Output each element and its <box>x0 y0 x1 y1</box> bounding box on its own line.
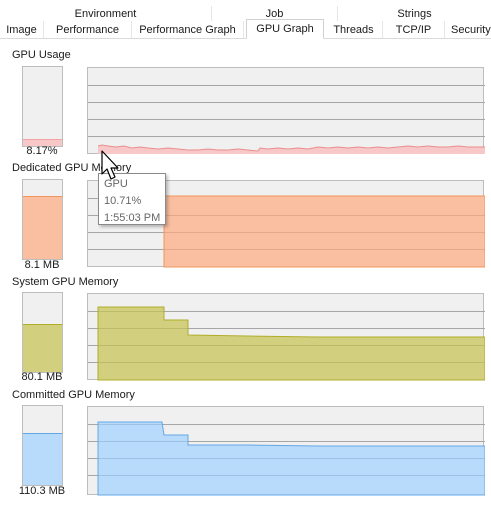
committed-memory-graph-svg <box>88 421 485 496</box>
system-memory-label: System GPU Memory <box>12 276 119 288</box>
tab-row-top: Environment Job Strings <box>0 6 491 21</box>
system-memory-area <box>97 306 485 381</box>
dedicated-memory-gauge <box>22 179 63 260</box>
committed-memory-gauge <box>22 405 63 486</box>
gpu-usage-label: GPU Usage <box>12 49 71 61</box>
gpu-usage-graph <box>87 67 485 154</box>
dedicated-memory-graph-svg <box>88 195 485 268</box>
gpu-usage-gridlines <box>88 85 485 137</box>
dedicated-memory-area <box>163 195 485 268</box>
tab-row-bottom: Image Performance Performance Graph GPU … <box>0 19 491 39</box>
tooltip-time: 1:55:03 PM <box>104 212 161 224</box>
tab-image[interactable]: Image <box>0 21 44 38</box>
mouse-cursor-icon <box>101 150 119 180</box>
system-memory-value: 80.1 MB <box>21 371 63 383</box>
committed-memory-graph <box>87 406 485 496</box>
committed-memory-value: 110.3 MB <box>18 485 66 497</box>
gpu-usage-value: 8.17% <box>26 145 58 157</box>
tab-performance-graph[interactable]: Performance Graph <box>132 21 244 38</box>
tab-tcpip[interactable]: TCP/IP <box>383 21 445 38</box>
dedicated-memory-gauge-fill <box>23 195 62 259</box>
tab-gpu-graph[interactable]: GPU Graph <box>246 19 324 39</box>
system-memory-graph-svg <box>88 306 485 381</box>
gpu-usage-gauge <box>22 66 63 147</box>
gpu-usage-area <box>98 145 485 154</box>
gpu-usage-graph-svg <box>88 85 485 154</box>
tooltip-value: 10.71% <box>104 195 142 207</box>
dedicated-memory-graph <box>87 180 485 268</box>
gpu-usage-line <box>97 144 485 152</box>
system-memory-gauge-fill <box>23 324 62 372</box>
committed-memory-gauge-fill <box>23 432 62 485</box>
committed-memory-label: Committed GPU Memory <box>12 389 135 401</box>
tab-environment[interactable]: Environment <box>0 6 212 21</box>
dedicated-memory-overlay-grid <box>164 215 485 250</box>
gpu-usage-gauge-fill <box>23 138 62 146</box>
tab-security[interactable]: Security <box>451 23 491 36</box>
graph-tooltip: GPU 10.71% 1:55:03 PM <box>98 173 166 225</box>
tab-threads[interactable]: Threads <box>325 21 383 38</box>
system-memory-graph <box>87 293 485 381</box>
system-memory-gauge <box>22 292 63 373</box>
tab-strings[interactable]: Strings <box>397 7 432 20</box>
system-memory-overlay-grid <box>98 311 485 363</box>
dedicated-memory-value: 8.1 MB <box>24 259 60 271</box>
tab-performance[interactable]: Performance <box>44 21 132 38</box>
tab-job[interactable]: Job <box>212 6 338 21</box>
tooltip-series: GPU <box>104 178 128 190</box>
committed-memory-overlay-grid <box>98 424 485 476</box>
